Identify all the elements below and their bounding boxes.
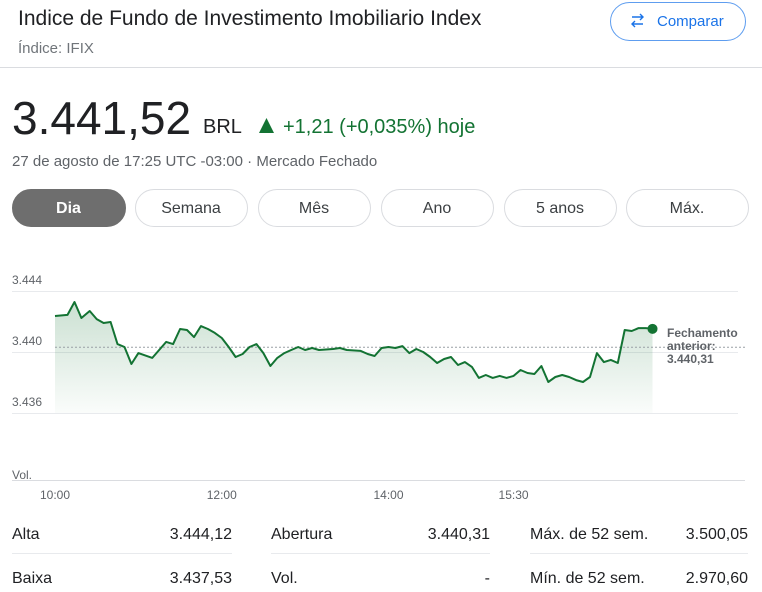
y-tick-label: 3.440 — [12, 334, 42, 348]
range-tab[interactable] — [135, 189, 248, 227]
previous-close-note: Fechamento anterior: 3.440,31 — [667, 327, 749, 366]
previous-close-label: Fechamento anterior: — [667, 326, 738, 353]
stat-value: 2.970,60 — [686, 570, 748, 587]
up-arrow — [259, 118, 274, 133]
y-tick-label: 3.436 — [12, 395, 42, 409]
price: 3.441,52 — [12, 92, 191, 144]
stat-label: Mín. de 52 sem. — [530, 570, 645, 587]
compare-label[interactable]: Comparar — [657, 13, 724, 30]
range-tab-label[interactable]: 5 anos — [536, 200, 584, 217]
stat-value: 3.444,12 — [170, 526, 232, 543]
change: +1,21 (+0,035%) hoje — [283, 116, 475, 138]
currency: BRL — [203, 116, 242, 138]
range-tab-label[interactable]: Mês — [299, 200, 329, 217]
stats-table: Alta 3.444,12 Abertura 3.440,31 Máx. de 52 s… — [12, 526, 748, 587]
x-tick-label: 12:00 — [207, 488, 237, 502]
stat-value: 3.437,53 — [170, 570, 232, 587]
range-tab[interactable] — [504, 189, 617, 227]
range-tab-label[interactable]: Ano — [423, 200, 452, 217]
range-tab[interactable] — [12, 189, 126, 227]
x-tick-label: 14:00 — [373, 488, 403, 502]
stat-label: Abertura — [271, 526, 332, 543]
stat-label: Baixa — [12, 570, 52, 587]
subtitle: Índice: IFIX — [18, 40, 94, 57]
range-tab-label[interactable]: Máx. — [670, 200, 705, 217]
stat-value: - — [485, 570, 490, 587]
range-tabs: Dia Semana Mês Ano 5 anos Máx. — [12, 189, 749, 227]
stat-value: 3.500,05 — [686, 526, 748, 543]
range-tab[interactable] — [258, 189, 371, 227]
y-tick-label: 3.444 — [12, 273, 42, 287]
title: Indice de Fundo de Investimento Imobilia… — [18, 7, 482, 30]
volume-label: Vol. — [12, 468, 32, 482]
stat-label: Alta — [12, 526, 40, 543]
range-tab-label[interactable]: Semana — [161, 200, 221, 217]
area-fill — [55, 302, 653, 413]
range-tab[interactable] — [381, 189, 494, 227]
compare-button[interactable]: Comparar — [610, 2, 746, 41]
last-point — [647, 323, 658, 334]
stat-label: Vol. — [271, 570, 298, 587]
x-tick-label: 15:30 — [499, 488, 529, 502]
stat-label: Máx. de 52 sem. — [530, 526, 648, 543]
price-line — [54, 301, 653, 383]
chart: 3.444 3.440 3.436 Vol. 10:00 12:00 14:00 15:30 — [12, 273, 745, 502]
previous-close-value: 3.440,31 — [667, 352, 714, 366]
compare-icon — [631, 13, 644, 28]
x-tick-label: 10:00 — [40, 488, 70, 502]
compare-button-frame[interactable] — [610, 2, 746, 41]
timestamp: 27 de agosto de 17:25 UTC -03:00 · Merca… — [12, 153, 377, 170]
range-tab[interactable] — [626, 189, 749, 227]
stat-value: 3.440,31 — [428, 526, 490, 543]
range-tab-label[interactable]: Dia — [56, 200, 81, 217]
